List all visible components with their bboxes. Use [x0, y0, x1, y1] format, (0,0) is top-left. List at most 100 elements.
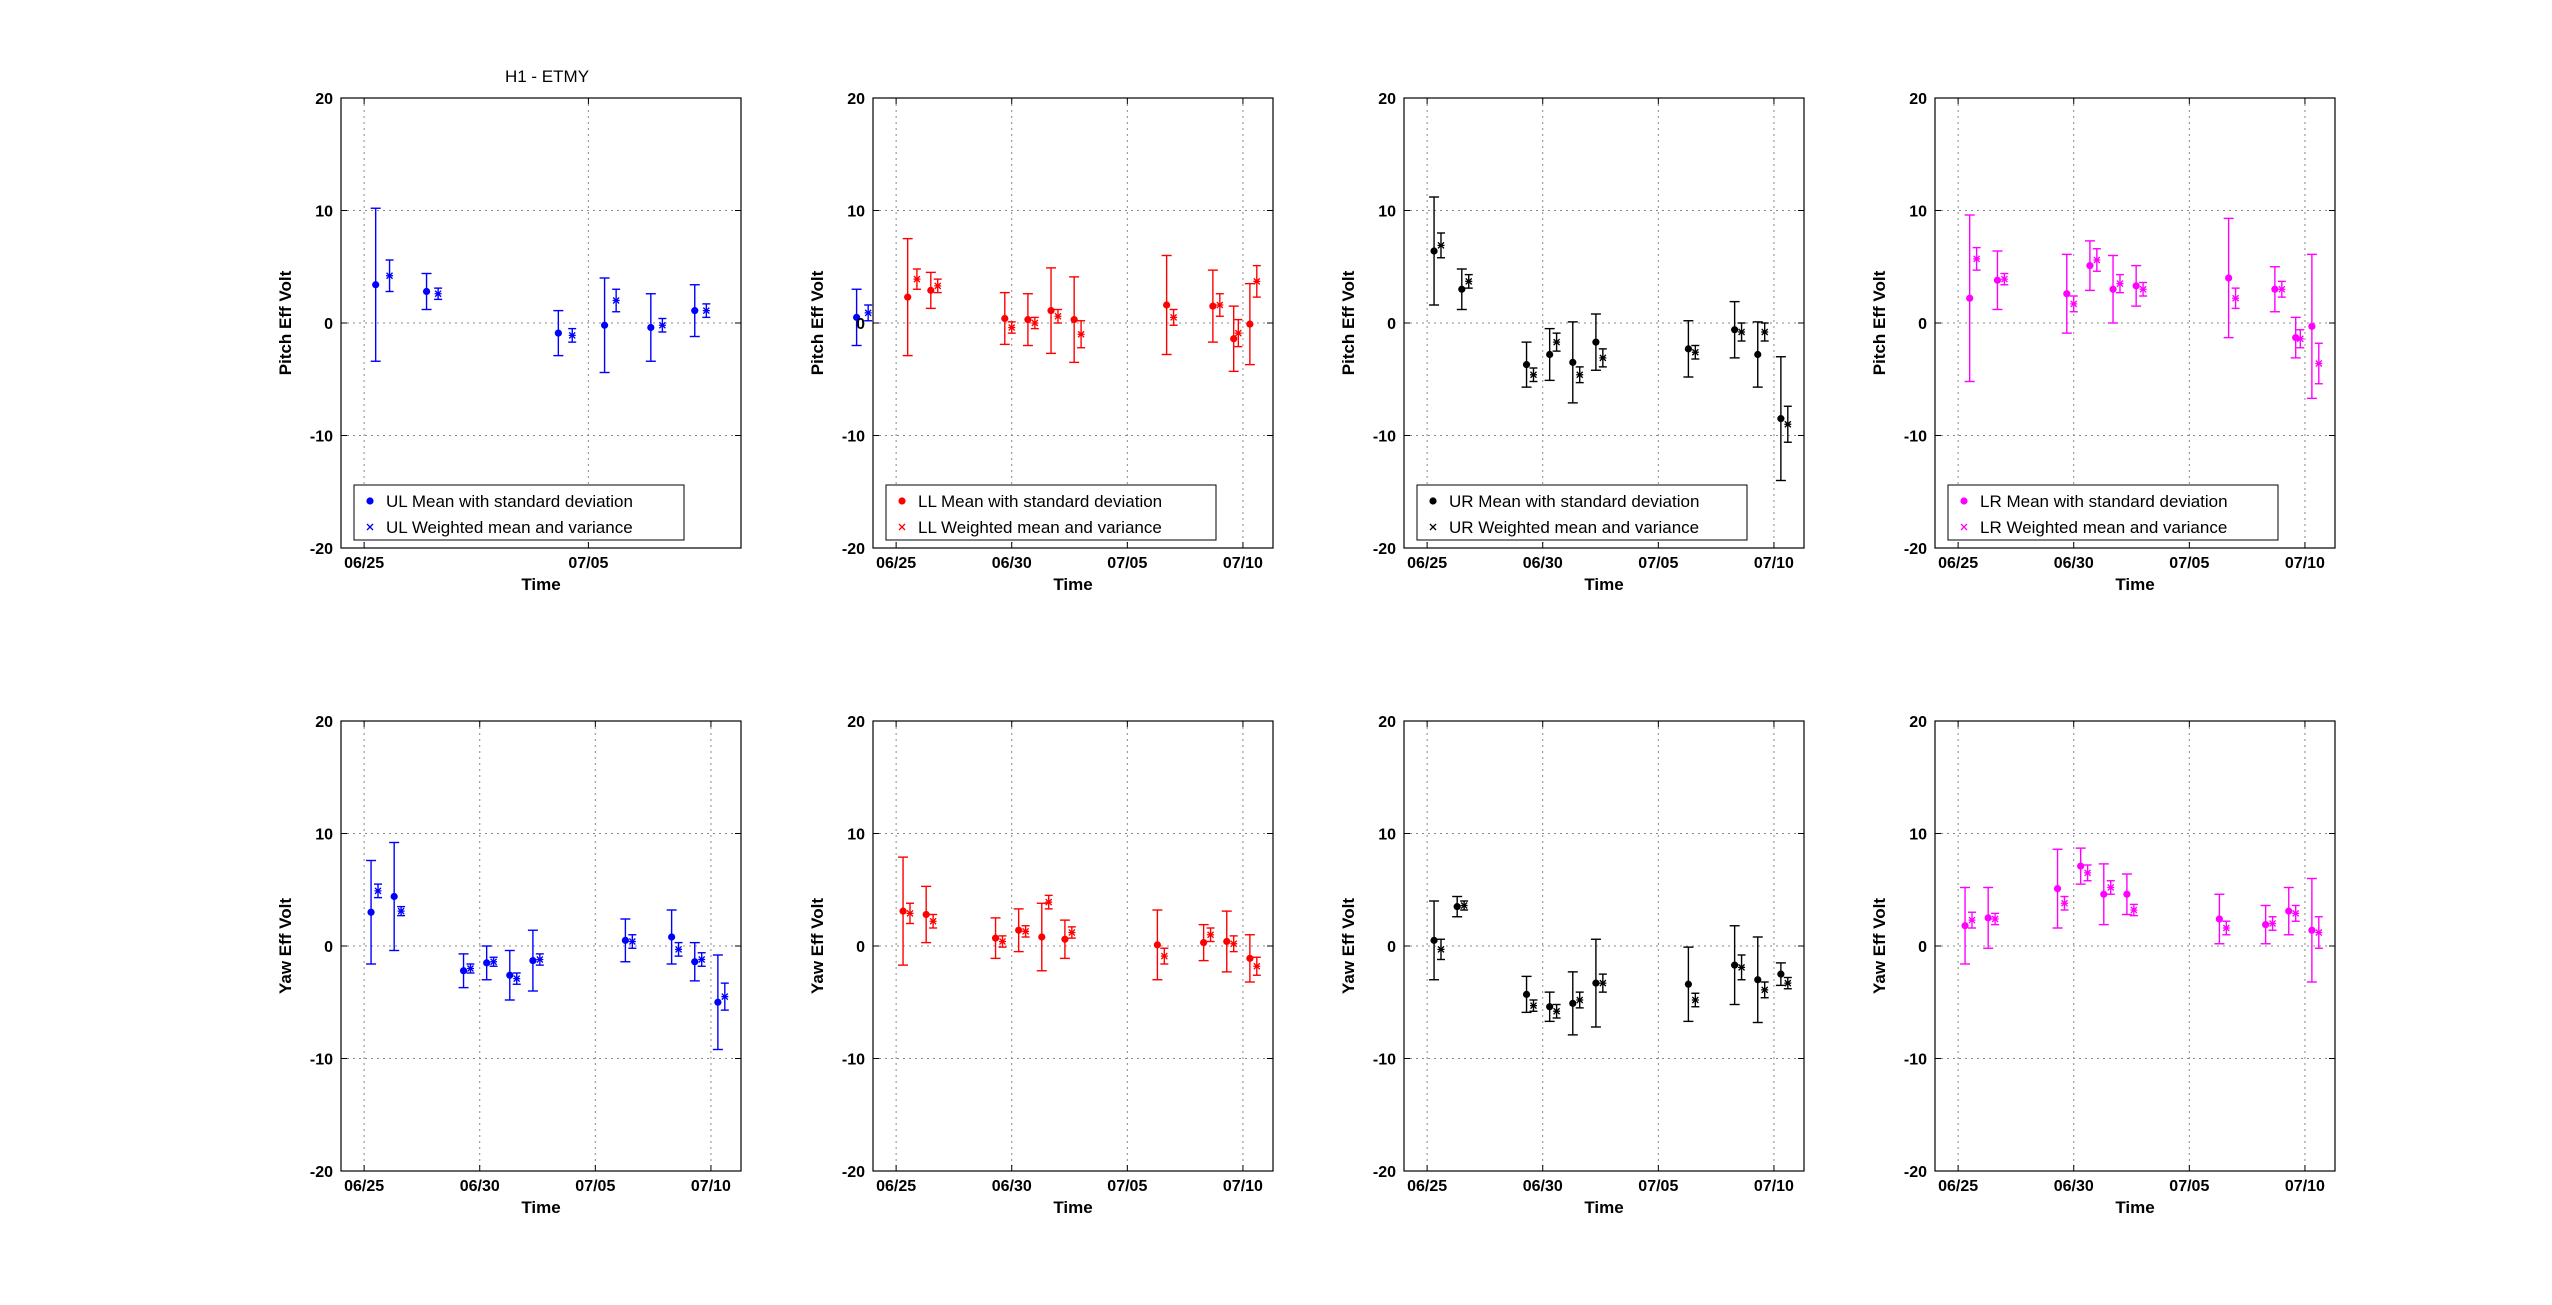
mean-point: [1001, 314, 1009, 323]
weighted-point: [698, 956, 706, 963]
y-tick-label: 0: [1387, 316, 1396, 333]
mean-point: [2123, 890, 2131, 898]
weighted-point: [490, 958, 498, 966]
weighted-point: [2292, 909, 2300, 917]
mean-point: [1731, 961, 1739, 969]
legend-label: UR Weighted mean and variance: [1449, 518, 1699, 537]
legend-box: [885, 484, 1217, 541]
mean-point: [459, 967, 468, 975]
x-tick-label: 07/10: [1754, 555, 1794, 572]
weighted-point: [1022, 927, 1030, 935]
weighted-point: [1761, 328, 1769, 336]
y-tick-label: 20: [315, 714, 333, 731]
y-tick-label: -20: [310, 541, 333, 558]
weighted-point: [2107, 884, 2115, 891]
mean-point: [1684, 980, 1692, 988]
mean-point: [1592, 979, 1600, 987]
legend-marker-weighted: [1429, 523, 1437, 531]
mean-point: [668, 933, 676, 941]
weighted-point: [2070, 300, 2078, 308]
x-tick-label: 07/05: [1638, 555, 1678, 572]
x-tick-label: 07/10: [1223, 1178, 1263, 1195]
y-tick-label: 0: [856, 939, 865, 956]
y-axis-label: Yaw Eff Volt: [1339, 898, 1358, 994]
weighted-point: [513, 975, 521, 983]
weighted-point: [2269, 920, 2277, 927]
y-tick-label: -20: [1904, 541, 1927, 558]
mean-point: [691, 958, 699, 966]
x-tick-label: 06/25: [1407, 1178, 1447, 1195]
mean-point: [1546, 350, 1554, 359]
mean-point: [372, 281, 380, 289]
weighted-point: [397, 907, 405, 915]
x-tick-label: 07/10: [1754, 1178, 1794, 1195]
mean-point: [927, 286, 935, 294]
y-tick-label: -20: [842, 541, 865, 558]
mean-point: [1015, 926, 1023, 934]
weighted-point: [1437, 945, 1445, 953]
weighted-point: [1460, 902, 1468, 909]
x-tick-label: 07/05: [2169, 1178, 2209, 1195]
legend-label: UR Mean with standard deviation: [1449, 492, 1699, 511]
x-axis-label: Time: [2115, 1198, 2154, 1217]
mean-point: [899, 907, 907, 915]
x-tick-label: 06/25: [1938, 555, 1978, 572]
mean-point: [1592, 338, 1600, 346]
weighted-point: [702, 307, 710, 315]
y-axis-label: Yaw Eff Volt: [1870, 898, 1889, 994]
y-tick-label: 0: [1918, 939, 1927, 956]
y-axis-label: Yaw Eff Volt: [276, 898, 295, 994]
x-tick-label: 07/10: [691, 1178, 731, 1195]
weighted-point: [1077, 330, 1085, 338]
weighted-point: [675, 945, 683, 953]
weighted-point: [1207, 931, 1215, 939]
mean-point: [1961, 922, 1969, 930]
weighted-point: [1031, 319, 1039, 327]
y-tick-label: 20: [1909, 714, 1927, 731]
mean-point: [1777, 415, 1785, 423]
x-axis-label: Time: [1584, 1198, 1623, 1217]
mean-point: [529, 957, 537, 965]
x-tick-label: 06/30: [2054, 1178, 2094, 1195]
x-tick-label: 07/10: [1223, 555, 1263, 572]
mean-point: [2100, 890, 2108, 898]
y-tick-label: -10: [842, 1052, 865, 1069]
legend-label: LL Mean with standard deviation: [918, 492, 1162, 511]
x-tick-label: 07/05: [1638, 1178, 1678, 1195]
y-tick-label: 10: [847, 827, 865, 844]
y-tick-label: -10: [310, 1052, 333, 1069]
mean-point: [647, 323, 655, 332]
mean-point: [1569, 358, 1577, 366]
y-tick-label: 0: [324, 316, 333, 333]
weighted-point: [1738, 328, 1746, 336]
weighted-point: [1784, 420, 1792, 428]
mean-point: [1430, 247, 1438, 255]
mean-point: [1209, 302, 1217, 310]
x-tick-label: 06/25: [344, 1178, 384, 1195]
weighted-point: [1008, 324, 1016, 331]
x-tick-label: 06/30: [1523, 1178, 1563, 1195]
chart-panel-6: -20 -10 0 10 20 06/25 06/30 07/05 07/10 Time Yaw E…: [808, 714, 1274, 1217]
weighted-point: [568, 331, 576, 339]
y-axis-label: Pitch Eff Volt: [808, 270, 827, 375]
chart-panel-2: -20 -10 0 10 20 06/25 06/30 07/05 07/10 Time Pitch…: [808, 91, 1274, 594]
y-tick-label: 20: [1909, 91, 1927, 108]
legend-marker-mean: [366, 497, 374, 505]
mean-point: [1163, 301, 1171, 309]
y-tick-label: 10: [315, 827, 333, 844]
mean-point: [2308, 926, 2316, 934]
mean-point: [1153, 941, 1161, 949]
weighted-point: [1761, 986, 1769, 994]
mean-point: [367, 908, 375, 916]
weighted-point: [536, 956, 544, 963]
mean-point: [2063, 290, 2071, 298]
mean-point: [621, 936, 629, 944]
y-tick-label: -10: [1373, 429, 1396, 446]
y-tick-label: 10: [847, 204, 865, 221]
mean-point: [1024, 316, 1032, 324]
x-axis-label: Time: [1053, 575, 1092, 594]
x-tick-label: 06/25: [1938, 1178, 1978, 1195]
weighted-point: [1968, 916, 1976, 924]
weighted-point: [1599, 354, 1607, 362]
